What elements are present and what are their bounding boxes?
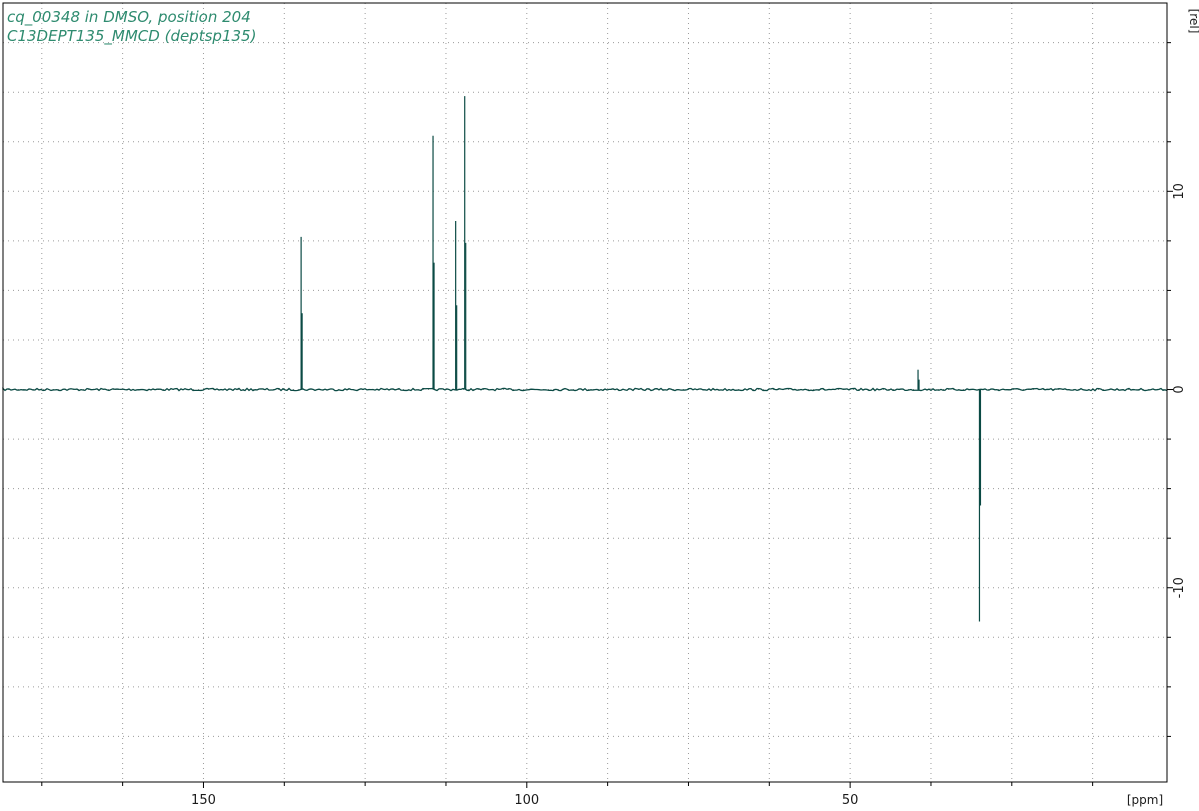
y-axis: 10 0 -10 xyxy=(1167,42,1187,737)
y-axis-unit-label: [rel] xyxy=(1187,9,1199,34)
y-tick-label: -10 xyxy=(1172,577,1187,598)
spectrum-title-line-2: C13DEPT135_MMCD (deptsp135) xyxy=(7,27,256,46)
x-tick-label: 50 xyxy=(842,793,859,808)
x-tick-label: 150 xyxy=(191,793,216,808)
y-tick-label: 10 xyxy=(1172,183,1187,200)
plot-frame xyxy=(2,2,1168,783)
x-axis: 150 100 50 xyxy=(41,782,1094,808)
y-tick-label: 0 xyxy=(1172,385,1187,393)
spectrum-baseline xyxy=(2,386,1168,392)
spectrum-title-line-1: cq_00348 in DMSO, position 204 xyxy=(7,8,251,27)
x-axis-unit-label: [ppm] xyxy=(1127,793,1163,807)
spectrum-trace xyxy=(2,96,1168,622)
x-tick-label: 100 xyxy=(514,793,539,808)
